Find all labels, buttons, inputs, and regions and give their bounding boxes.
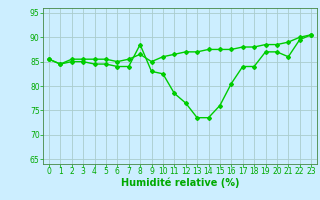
X-axis label: Humidité relative (%): Humidité relative (%)	[121, 178, 239, 188]
